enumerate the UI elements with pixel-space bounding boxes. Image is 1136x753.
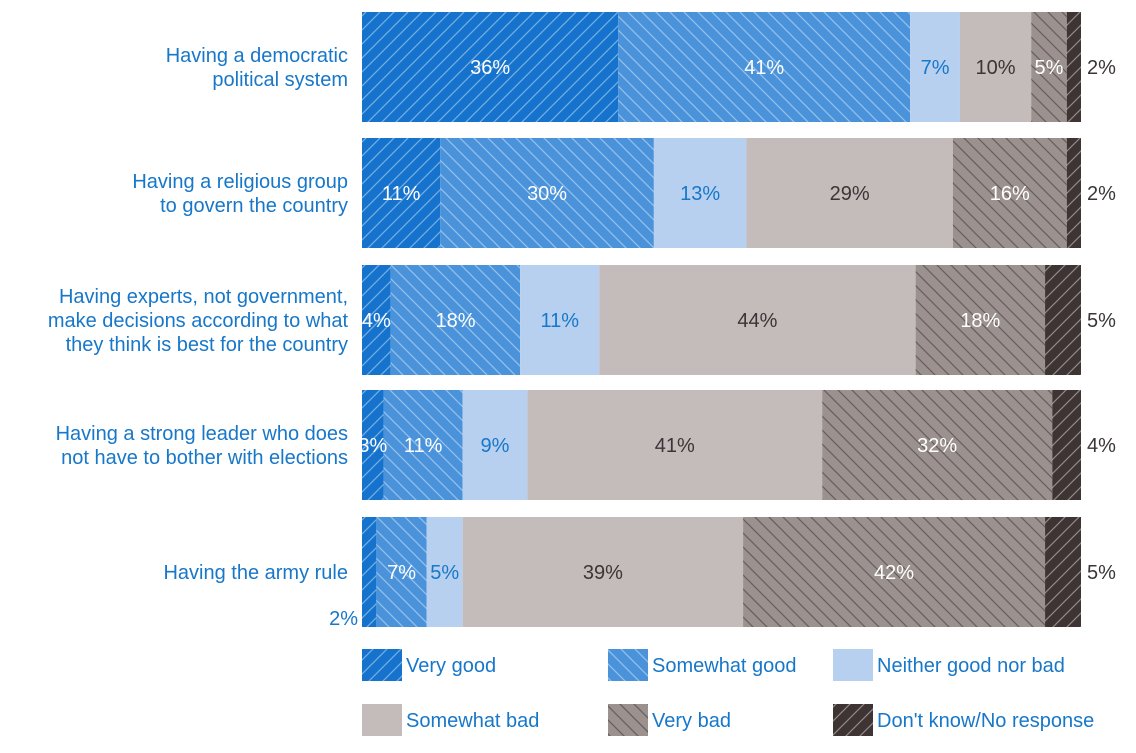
legend-item: Don't know/No response [833, 704, 1094, 736]
bar-value-label: 41% [744, 57, 784, 79]
category-label: Having experts, not government, make deci… [48, 286, 349, 356]
legend-label: Very bad [652, 710, 731, 732]
bar-value-label: 39% [583, 562, 623, 584]
bar-value-label: 2% [1087, 57, 1116, 79]
bar-value-label: 5% [430, 562, 459, 584]
legend-swatch [362, 649, 402, 681]
bar-segment [1045, 517, 1081, 627]
legend-swatch [608, 704, 648, 736]
bar-value-label: 3% [358, 435, 387, 457]
bar-value-label: 11% [404, 435, 443, 457]
bar-value-label: 18% [435, 310, 475, 332]
bar-value-label: 36% [470, 57, 510, 79]
bar-value-label: 18% [960, 310, 1000, 332]
bar-segment [1045, 265, 1081, 375]
bar-value-label: 42% [874, 562, 914, 584]
bar-value-label: 32% [917, 435, 957, 457]
legend-swatch [833, 704, 873, 736]
bar-value-label: 13% [680, 183, 720, 205]
bar-value-label: 11% [382, 183, 421, 205]
bar-value-label: 2% [329, 608, 358, 630]
legend: Very good Somewhat good Neither good nor b… [362, 649, 1094, 736]
bar-value-label: 2% [1087, 183, 1116, 205]
legend-item: Very good [362, 649, 496, 681]
bar-segment [1067, 138, 1081, 248]
legend-label: Somewhat bad [406, 710, 539, 732]
bar-value-label: 5% [1087, 310, 1116, 332]
bar-segment [362, 517, 376, 627]
bar-value-label: 44% [737, 310, 777, 332]
legend-item: Neither good nor bad [833, 649, 1065, 681]
bar-value-label: 9% [481, 435, 510, 457]
bar-segment [1052, 390, 1081, 500]
legend-label: Don't know/No response [877, 710, 1094, 732]
bar-value-label: 4% [1087, 435, 1116, 457]
category-label: Having a religious group to govern the co… [132, 171, 348, 217]
bar-value-label: 11% [540, 310, 579, 332]
bar-value-label: 30% [527, 183, 567, 205]
bar-value-label: 4% [362, 310, 391, 332]
legend-label: Very good [406, 655, 496, 677]
legend-label: Neither good nor bad [877, 655, 1065, 677]
bar-value-label: 5% [1035, 57, 1064, 79]
bar-value-label: 5% [1087, 562, 1116, 584]
category-label: Having the army rule [163, 562, 348, 584]
bar-value-label: 7% [387, 562, 416, 584]
bar-value-label: 41% [655, 435, 695, 457]
bar-segment [1067, 12, 1081, 122]
legend-label: Somewhat good [652, 655, 797, 677]
legend-swatch [833, 649, 873, 681]
bar-value-label: 7% [921, 57, 950, 79]
bar-value-label: 29% [830, 183, 870, 205]
legend-item: Somewhat bad [362, 704, 539, 736]
legend-swatch [362, 704, 402, 736]
bar-value-label: 16% [990, 183, 1030, 205]
legend-swatch [608, 649, 648, 681]
legend-item: Somewhat good [608, 649, 797, 681]
bar-value-label: 10% [976, 57, 1016, 79]
category-label: Having a strong leader who does not have … [56, 423, 348, 469]
legend-item: Very bad [608, 704, 731, 736]
category-label: Having a democratic political system [166, 45, 348, 91]
